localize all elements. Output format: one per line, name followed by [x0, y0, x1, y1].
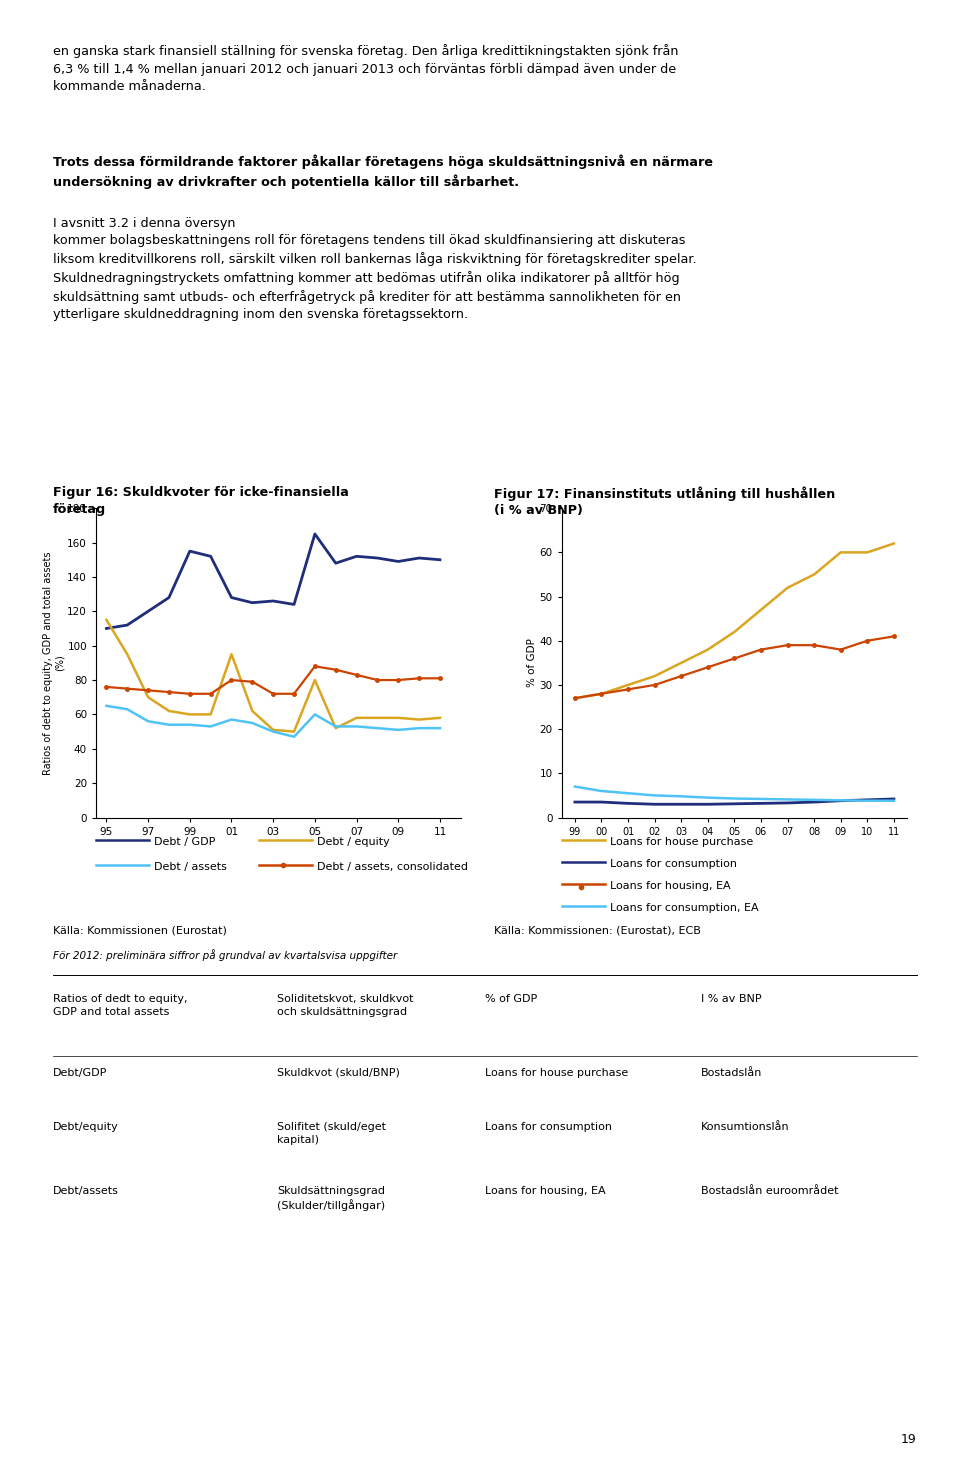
- Text: Loans for house purchase: Loans for house purchase: [610, 837, 753, 847]
- Text: Debt/GDP: Debt/GDP: [53, 1068, 108, 1078]
- Text: Debt / assets: Debt / assets: [154, 862, 227, 872]
- Text: Loans for housing, EA: Loans for housing, EA: [485, 1186, 606, 1196]
- Text: Bostadslån euroområdet: Bostadslån euroområdet: [701, 1186, 838, 1196]
- Text: Debt / GDP: Debt / GDP: [154, 837, 215, 847]
- Text: I % av BNP: I % av BNP: [701, 994, 761, 1005]
- Text: Loans for house purchase: Loans for house purchase: [485, 1068, 628, 1078]
- Text: I avsnitt 3.2 i denna översyn
kommer bolagsbeskattningens roll för företagens te: I avsnitt 3.2 i denna översyn kommer bol…: [53, 217, 696, 321]
- Text: en ganska stark finansiell ställning för svenska företag. Den årliga kredittikni: en ganska stark finansiell ställning för…: [53, 44, 679, 93]
- Text: För 2012: preliminära siffror på grundval av kvartalsvisa uppgifter: För 2012: preliminära siffror på grundva…: [53, 949, 397, 960]
- Text: Källa: Kommissionen: (Eurostat), ECB: Källa: Kommissionen: (Eurostat), ECB: [494, 925, 701, 935]
- Text: Trots dessa förmildrande faktorer påkallar företagens höga skuldsättningsnivå en: Trots dessa förmildrande faktorer påkall…: [53, 155, 712, 189]
- Text: % of GDP: % of GDP: [485, 994, 537, 1005]
- Text: Debt / equity: Debt / equity: [317, 837, 390, 847]
- Text: Skuldkvot (skuld/BNP): Skuldkvot (skuld/BNP): [277, 1068, 400, 1078]
- Text: Soliditetskvot, skuldkvot
och skuldsättningsgrad: Soliditetskvot, skuldkvot och skuldsättn…: [277, 994, 414, 1016]
- Y-axis label: Ratios of debt to equity, GDP and total assets
(%): Ratios of debt to equity, GDP and total …: [43, 551, 64, 775]
- Text: Loans for consumption: Loans for consumption: [485, 1122, 612, 1133]
- Text: Debt / assets, consolidated: Debt / assets, consolidated: [317, 862, 468, 872]
- Text: Loans for housing, EA: Loans for housing, EA: [610, 881, 731, 891]
- Text: Debt/equity: Debt/equity: [53, 1122, 118, 1133]
- Text: Ratios of dedt to equity,
GDP and total assets: Ratios of dedt to equity, GDP and total …: [53, 994, 187, 1016]
- Text: Solifitet (skuld/eget
kapital): Solifitet (skuld/eget kapital): [277, 1122, 387, 1145]
- Text: Konsumtionslån: Konsumtionslån: [701, 1122, 789, 1133]
- Text: Debt/assets: Debt/assets: [53, 1186, 119, 1196]
- Text: 19: 19: [901, 1433, 917, 1446]
- Text: Skuldsättningsgrad
(Skulder/tillgångar): Skuldsättningsgrad (Skulder/tillgångar): [277, 1186, 386, 1211]
- Text: Loans for consumption, EA: Loans for consumption, EA: [610, 903, 758, 913]
- Text: Bostadslån: Bostadslån: [701, 1068, 762, 1078]
- Text: Källa: Kommissionen (Eurostat): Källa: Kommissionen (Eurostat): [53, 925, 227, 935]
- Text: Loans for consumption: Loans for consumption: [610, 859, 736, 869]
- Text: Figur 16: Skuldkvoter för icke-finansiella
företag: Figur 16: Skuldkvoter för icke-finansiel…: [53, 486, 348, 516]
- Text: Figur 17: Finansinstituts utlåning till hushållen
(i % av BNP): Figur 17: Finansinstituts utlåning till …: [494, 486, 835, 517]
- Y-axis label: % of GDP: % of GDP: [527, 638, 537, 688]
